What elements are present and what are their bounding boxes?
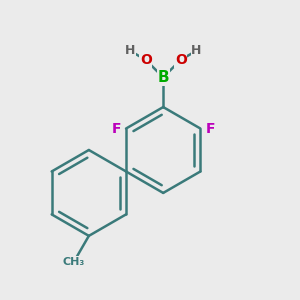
Text: B: B (158, 70, 169, 85)
Text: H: H (191, 44, 202, 57)
Text: F: F (206, 122, 215, 136)
Text: F: F (111, 122, 121, 136)
Text: CH₃: CH₃ (63, 256, 85, 267)
Text: O: O (175, 53, 187, 67)
Text: H: H (125, 44, 135, 57)
Text: O: O (140, 53, 152, 67)
